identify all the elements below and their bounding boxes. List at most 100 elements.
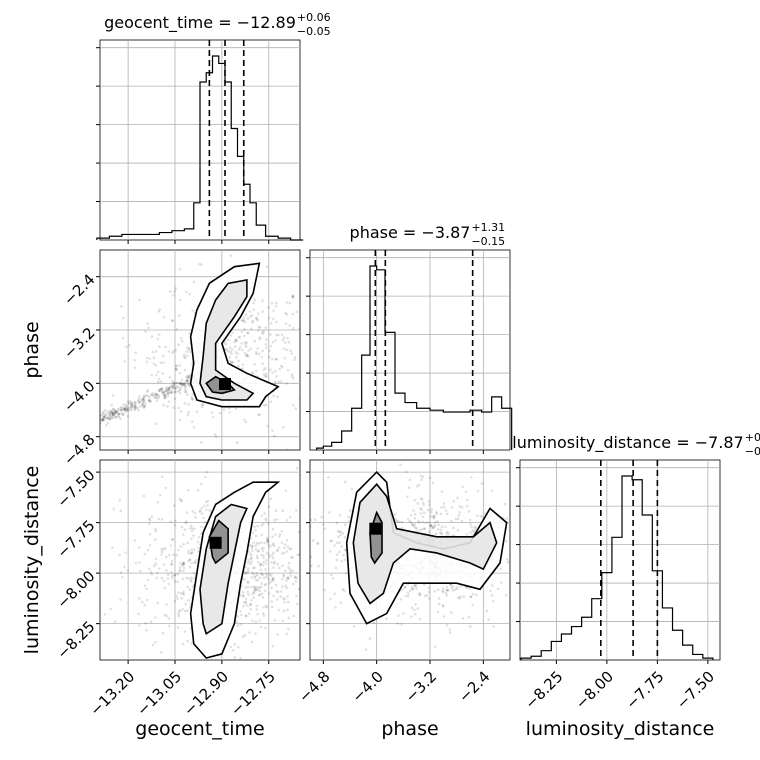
sample-point [185, 520, 188, 523]
sample-point [344, 523, 347, 526]
sample-point [236, 624, 240, 627]
sample-point [343, 589, 346, 592]
sample-point [185, 511, 189, 514]
sample-point [470, 525, 473, 529]
x-tick-label-phase-0: −4.8 [295, 668, 333, 706]
sample-point [442, 505, 446, 509]
sample-point [264, 517, 268, 521]
sample-point [236, 645, 240, 649]
sample-point [249, 537, 253, 540]
x-tick-label-geocent_time-0: −13.20 [86, 668, 138, 720]
histogram-luminosity_distance [520, 475, 714, 660]
sample-point [172, 553, 175, 557]
sample-point [330, 539, 334, 543]
sample-point [261, 349, 264, 353]
sample-point [424, 521, 428, 525]
sample-point [140, 399, 144, 402]
sample-point [117, 412, 121, 416]
sample-point [469, 523, 472, 526]
sample-point [506, 558, 509, 561]
sample-point [115, 410, 119, 414]
sample-point [246, 580, 249, 583]
sample-point [271, 340, 275, 344]
sample-point [264, 568, 267, 571]
sample-point [399, 463, 402, 466]
sample-point [183, 390, 187, 394]
x-axis-label-geocent_time: geocent_time [135, 718, 264, 740]
sample-point [175, 594, 179, 598]
sample-point [413, 612, 417, 616]
sample-point [272, 594, 275, 598]
sample-point [260, 592, 264, 596]
sample-point [251, 572, 255, 576]
sample-point [252, 308, 255, 311]
sample-point [123, 407, 126, 411]
sample-point [456, 517, 460, 521]
contour-level-1-geocent_time-phase [199, 279, 255, 401]
sample-point [138, 397, 141, 401]
sample-point [159, 361, 163, 364]
sample-point [427, 508, 430, 512]
sample-point [160, 391, 164, 394]
sample-point [329, 539, 332, 543]
sample-point [164, 396, 167, 400]
sample-point [272, 566, 275, 569]
sample-point [142, 398, 146, 401]
sample-point [254, 316, 258, 320]
sample-point [157, 310, 161, 313]
sample-point [224, 347, 228, 351]
sample-point [299, 544, 300, 547]
sample-point [307, 574, 310, 577]
sample-point [173, 390, 177, 394]
sample-point [280, 333, 284, 337]
sample-point [183, 386, 187, 389]
sample-point [461, 485, 464, 489]
sample-point [481, 516, 484, 519]
sample-point [123, 565, 126, 569]
sample-point [117, 415, 121, 419]
sample-point [145, 360, 149, 363]
sample-point [179, 410, 183, 413]
sample-point [262, 614, 266, 617]
sample-point [193, 561, 197, 564]
sample-point [246, 571, 249, 574]
sample-point [271, 577, 275, 581]
sample-point [247, 593, 251, 597]
sample-point [243, 633, 247, 637]
sample-point [186, 379, 189, 383]
sample-point [228, 359, 231, 363]
sample-point [114, 411, 117, 414]
sample-point [286, 336, 289, 340]
sample-point [176, 597, 179, 600]
sample-point [335, 521, 339, 525]
sample-point [311, 539, 315, 542]
sample-point [227, 350, 230, 354]
sample-point [303, 572, 306, 575]
sample-point [177, 609, 181, 613]
sample-point [281, 585, 284, 588]
sample-point [459, 595, 462, 598]
sample-point [186, 393, 189, 397]
sample-point [285, 550, 289, 553]
sample-point [252, 596, 256, 599]
sample-point [261, 573, 264, 576]
sample-point [257, 352, 261, 356]
sample-point [186, 639, 189, 643]
sample-point [451, 589, 455, 592]
sample-point [298, 396, 300, 400]
sample-point [179, 381, 182, 385]
sample-point [437, 602, 441, 606]
sample-point [186, 375, 190, 379]
sample-point [178, 391, 182, 395]
sample-point [291, 404, 295, 407]
sample-point [191, 527, 194, 530]
sample-point [258, 619, 262, 622]
sample-point [112, 413, 115, 417]
sample-point [187, 599, 190, 602]
sample-point [291, 294, 295, 297]
sample-point [151, 391, 154, 395]
sample-point [126, 400, 130, 403]
sample-point [146, 548, 150, 552]
sample-point [133, 453, 136, 456]
sample-point [188, 375, 191, 379]
